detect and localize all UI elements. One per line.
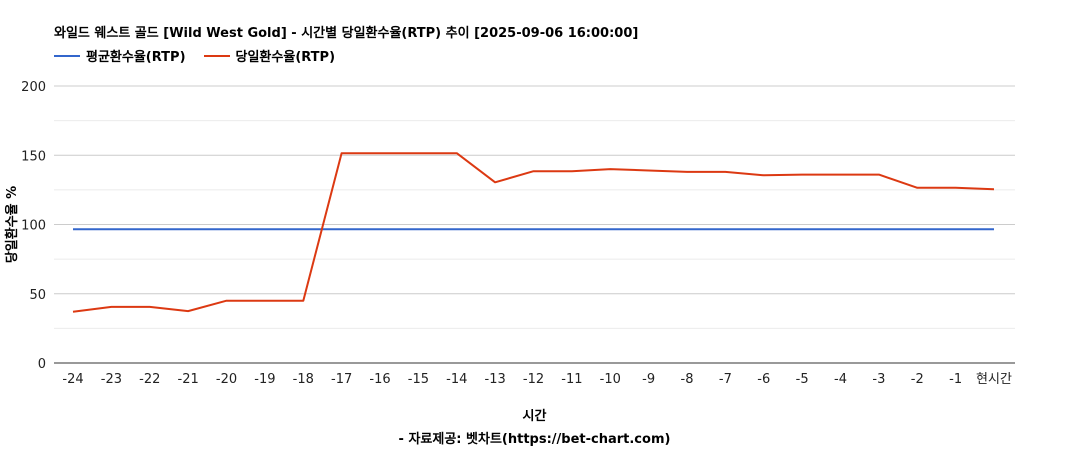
x-tick-label: -5 [796, 372, 809, 387]
x-tick-label: -11 [561, 372, 582, 387]
x-tick-label: -1 [949, 372, 962, 387]
legend-swatch-average [54, 54, 80, 57]
x-tick-label: -17 [331, 372, 352, 387]
x-tick-label: -16 [369, 372, 390, 387]
legend-label-average: 평균환수율(RTP) [86, 50, 186, 65]
legend-label-daily: 당일환수율(RTP) [235, 50, 336, 65]
x-tick-label: -7 [719, 372, 732, 387]
x-tick-label: -23 [101, 372, 122, 387]
x-tick-label: -21 [178, 372, 199, 387]
x-tick-label: -12 [523, 372, 544, 387]
y-axis-title: 당일환수율 % [4, 186, 20, 263]
x-tick-label: -22 [139, 372, 160, 387]
x-tick-label: -19 [254, 372, 275, 387]
x-tick-label: -6 [757, 372, 770, 387]
y-tick-label: 0 [38, 357, 46, 372]
x-tick-label: -4 [834, 372, 847, 387]
x-tick-label: -18 [293, 372, 314, 387]
x-tick-label: 현시간 [976, 372, 1012, 387]
y-tick-label: 200 [21, 80, 46, 95]
x-tick-label: -8 [681, 372, 694, 387]
series-line-daily [72, 152, 995, 313]
x-tick-label: -14 [446, 372, 467, 387]
x-tick-label: -24 [62, 372, 83, 387]
legend-item-daily[interactable]: 당일환수율(RTP) [203, 46, 336, 65]
x-tick-label: -13 [485, 372, 506, 387]
x-axis-title: 시간 [523, 408, 547, 424]
x-tick-label: -2 [911, 372, 924, 387]
x-tick-label: -20 [216, 372, 237, 387]
x-tick-label: -3 [872, 372, 885, 387]
legend-swatch-daily [203, 54, 230, 57]
source-note: - 자료제공: 벳차트(https://bet-chart.com) [398, 432, 671, 447]
y-tick-label: 50 [29, 288, 46, 303]
y-tick-label: 150 [21, 149, 46, 164]
chart-title: 와일드 웨스트 골드 [Wild West Gold] - 시간별 당일환수율(… [54, 26, 639, 41]
legend-item-average[interactable]: 평균환수율(RTP) [54, 46, 186, 65]
legend: 평균환수율(RTP) 당일환수율(RTP) [54, 46, 353, 65]
x-tick-label: -9 [642, 372, 655, 387]
x-tick-label: -10 [600, 372, 621, 387]
x-tick-label: -15 [408, 372, 429, 387]
y-tick-label: 100 [21, 219, 46, 234]
